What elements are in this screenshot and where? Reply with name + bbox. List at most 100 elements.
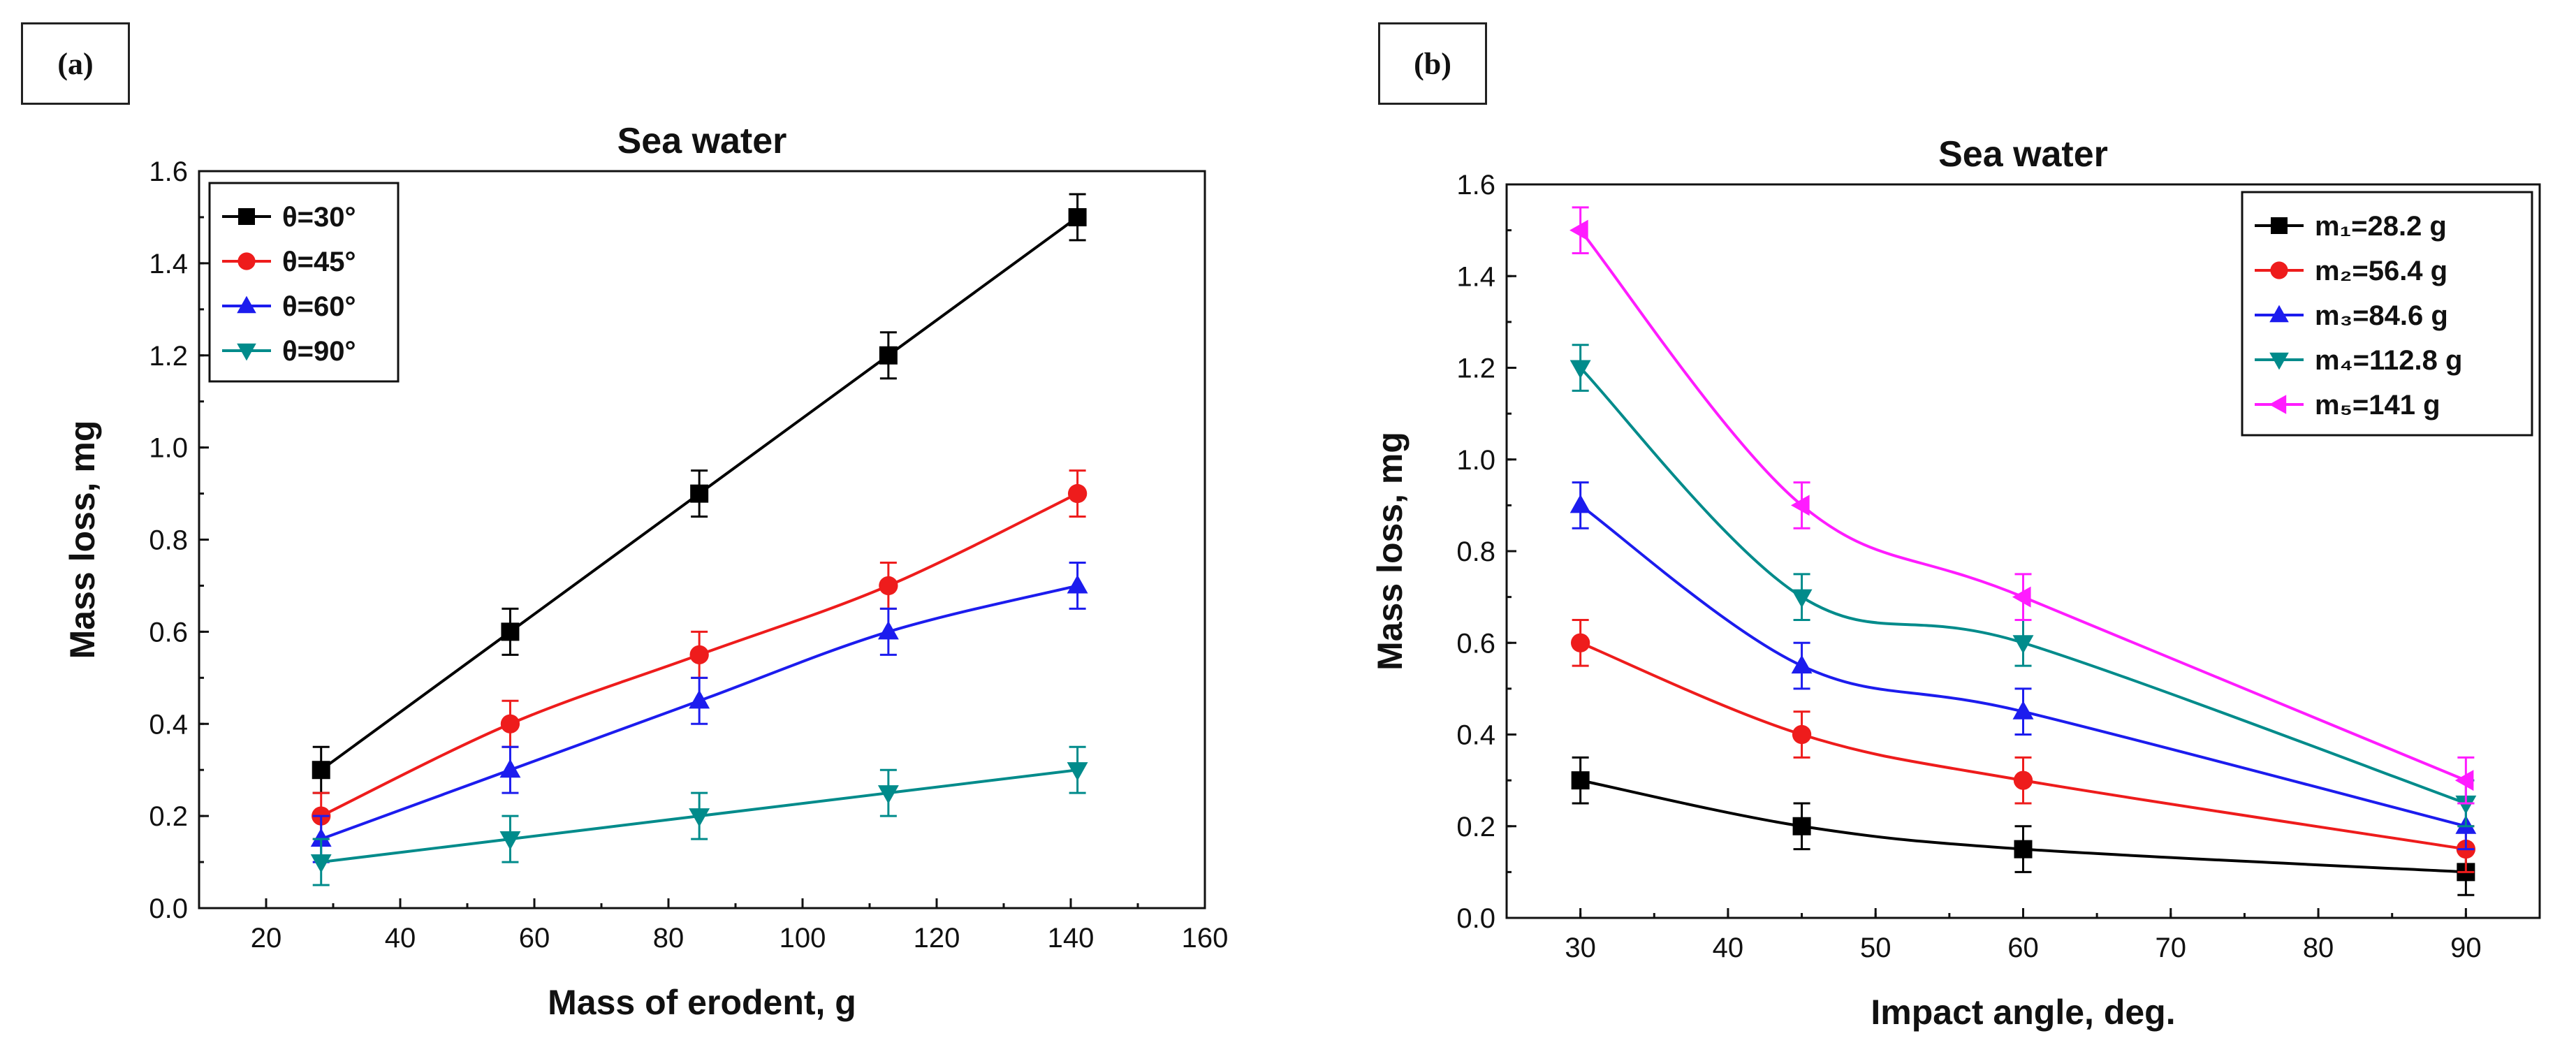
x-tick-label: 80 — [653, 923, 685, 954]
legend-entry: m₁=28.2 g — [2315, 211, 2447, 242]
legend-entry: θ=45° — [282, 247, 356, 277]
data-point — [690, 484, 709, 503]
series-line — [1580, 779, 2466, 874]
data-point — [1569, 219, 1588, 241]
data-point — [2012, 635, 2034, 654]
series-0 — [1571, 756, 2475, 896]
data-point — [1569, 360, 1591, 379]
x-tick-label: 90 — [2450, 933, 2482, 963]
x-tick-label: 160 — [1182, 923, 1229, 954]
x-axis-title: Mass of erodent, g — [548, 983, 856, 1022]
y-tick-label: 1.2 — [149, 341, 188, 372]
x-tick-label: 40 — [385, 923, 416, 954]
data-point — [500, 714, 520, 733]
data-point — [310, 854, 332, 873]
data-point — [2454, 770, 2474, 791]
y-tick-label: 0.2 — [1456, 812, 1495, 842]
data-point — [2455, 795, 2477, 815]
y-tick-label: 1.2 — [1456, 353, 1495, 384]
x-tick-label: 40 — [1713, 933, 1744, 963]
legend: θ=30° θ=45° θ=60° θ=90° — [208, 182, 400, 383]
chart-b: 30 40 50 60 70 80 90 0.0 0.2 0.4 0.6 0.8 1.0 1.2 1.4 1.… — [1370, 134, 2541, 1032]
data-point — [689, 645, 709, 664]
series-3 — [1569, 344, 2477, 828]
y-tick-label: 1.6 — [1456, 170, 1495, 200]
legend-swatch-marker — [237, 343, 256, 361]
chart-title: Sea water — [1938, 134, 2108, 175]
data-point — [1067, 762, 1088, 781]
series-4 — [1569, 206, 2475, 805]
legend-entry: m₅=141 g — [2315, 390, 2440, 421]
y-tick-label: 0.4 — [1456, 720, 1495, 751]
data-point — [1792, 724, 1812, 745]
legend-entry: θ=90° — [282, 336, 356, 367]
data-point — [1068, 207, 1087, 226]
data-point — [1790, 495, 1810, 516]
data-point — [499, 831, 521, 850]
legend-swatch-marker — [2269, 352, 2289, 370]
y-axis-title: Mass loss, mg — [63, 421, 102, 659]
x-tick-label: 20 — [251, 923, 282, 954]
y-tick-label: 1.0 — [1456, 445, 1495, 476]
data-point — [501, 622, 520, 641]
series-0 — [312, 193, 1087, 794]
data-point — [1067, 574, 1088, 594]
x-tick-label: 100 — [780, 923, 826, 954]
y-tick-label: 0.0 — [149, 893, 188, 924]
data-point — [877, 785, 899, 804]
series-line — [1579, 504, 2466, 828]
data-point — [310, 828, 332, 847]
x-tick-label: 50 — [1860, 933, 1891, 963]
legend-entry: θ=30° — [282, 202, 356, 233]
y-tick-label: 0.8 — [149, 525, 188, 556]
x-tick-label: 140 — [1048, 923, 1095, 954]
y-tick-label: 0.6 — [1456, 628, 1495, 659]
x-tick-label: 80 — [2303, 933, 2334, 963]
legend-swatch-marker — [2270, 261, 2288, 279]
legend-entry: m₃=84.6 g — [2315, 300, 2448, 331]
data-point — [1067, 483, 1088, 504]
data-point — [499, 759, 521, 778]
data-point — [1792, 817, 1811, 835]
y-tick-label: 0.8 — [1456, 536, 1495, 567]
series-2 — [1569, 481, 2477, 851]
series-2 — [310, 561, 1088, 863]
y-tick-label: 1.6 — [149, 156, 188, 187]
legend-swatch-marker — [237, 252, 256, 270]
series-3 — [310, 745, 1088, 886]
x-axis-title: Impact angle, deg. — [1871, 993, 2175, 1032]
y-axis-title: Mass loss, mg — [1370, 432, 1410, 671]
y-tick-label: 1.0 — [149, 433, 188, 464]
data-point — [2013, 770, 2033, 790]
data-point — [1791, 655, 1813, 674]
y-tick-label: 1.4 — [149, 249, 188, 279]
data-point — [877, 620, 899, 640]
data-point — [2014, 840, 2033, 859]
data-point — [1569, 494, 1591, 513]
chart-a: 20 40 60 80 100 120 140 160 0.0 0.2 0.4 0.6 0.8 1.0 1.… — [63, 121, 1228, 1022]
data-point — [689, 808, 710, 827]
legend-swatch-marker — [2269, 305, 2289, 323]
series-line — [1579, 641, 2466, 851]
x-tick-label: 30 — [1565, 933, 1596, 963]
data-point — [2012, 701, 2034, 720]
y-tick-label: 0.4 — [149, 709, 188, 740]
legend-entry: m₄=112.8 g — [2315, 345, 2462, 376]
x-tick-label: 70 — [2156, 933, 2187, 963]
legend-swatch-marker — [2271, 217, 2288, 234]
data-point — [879, 346, 898, 365]
data-point — [879, 576, 898, 596]
y-tick-label: 0.0 — [1456, 903, 1495, 934]
legend-swatch-marker — [2269, 395, 2287, 414]
data-point — [1571, 771, 1590, 790]
y-tick-label: 0.6 — [149, 617, 188, 648]
series-line — [1579, 229, 2467, 782]
legend-entry: m₂=56.4 g — [2315, 256, 2447, 286]
data-point — [1570, 633, 1590, 652]
data-point — [312, 761, 330, 780]
y-tick-label: 1.4 — [1456, 261, 1495, 292]
data-point — [1791, 589, 1813, 608]
data-point — [689, 689, 710, 709]
legend: m₁=28.2 g m₂=56.4 g m₃=84.6 g m₄=112.8 g m₅=… — [2241, 191, 2533, 437]
